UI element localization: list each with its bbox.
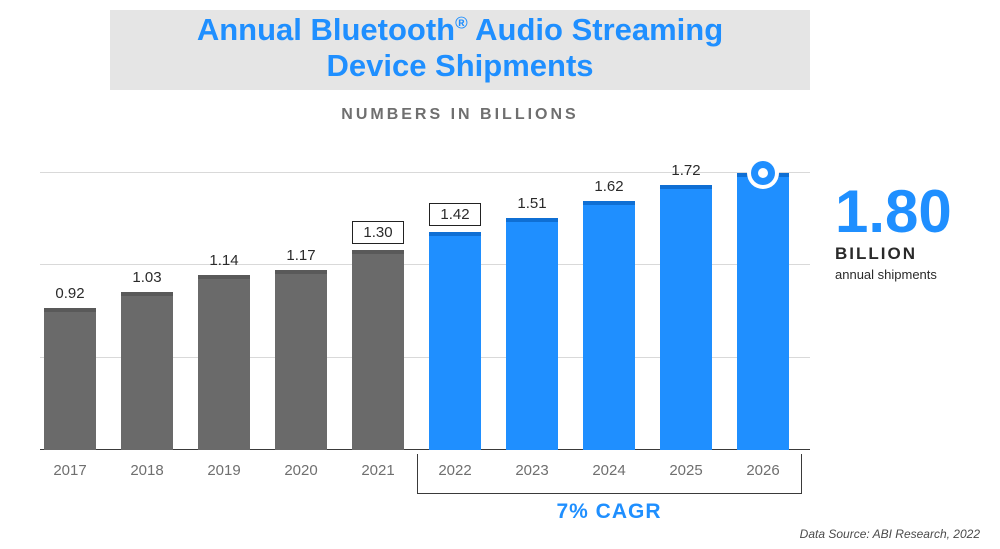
cagr-bracket <box>417 454 802 494</box>
value-label-2021: 1.30 <box>352 221 404 244</box>
title-line1a: Annual Bluetooth <box>197 12 455 47</box>
data-source: Data Source: ABI Research, 2022 <box>800 527 980 541</box>
bar-2019 <box>198 275 250 450</box>
bar-cap <box>352 250 404 254</box>
bar-2025 <box>660 185 712 450</box>
year-label-2020: 2020 <box>275 462 327 479</box>
bar-2024 <box>583 201 635 450</box>
bar-2022 <box>429 232 481 450</box>
callout-number: 1.80 <box>835 182 952 242</box>
value-label-2023: 1.51 <box>506 195 558 212</box>
callout-unit: BILLION <box>835 244 917 264</box>
bar-cap <box>429 232 481 236</box>
bar-cap <box>506 218 558 222</box>
title-line2: Device Shipments <box>326 48 593 83</box>
year-label-2018: 2018 <box>121 462 173 479</box>
bar-2021 <box>352 250 404 450</box>
value-label-2022: 1.42 <box>429 203 481 226</box>
bar-cap <box>583 201 635 205</box>
year-label-2017: 2017 <box>44 462 96 479</box>
title-line1b: Audio Streaming <box>468 12 723 47</box>
cagr-label: 7% CAGR <box>417 500 802 524</box>
bar-2020 <box>275 270 327 450</box>
plot-area: 0.92 1.03 1.14 1.17 1.30 1.42 1.51 1.62 1.72 <box>40 150 810 450</box>
value-label-2025: 1.72 <box>660 162 712 179</box>
chart-subtitle: NUMBERS IN BILLIONS <box>110 106 810 124</box>
marker-center <box>758 168 768 178</box>
bar-cap <box>660 185 712 189</box>
value-label-2024: 1.62 <box>583 178 635 195</box>
bar-cap <box>275 270 327 274</box>
value-label-2019: 1.14 <box>198 252 250 269</box>
value-label-2020: 1.17 <box>275 247 327 264</box>
chart-root: Annual Bluetooth® Audio Streaming Device… <box>0 0 1000 549</box>
callout-sub: annual shipments <box>835 267 937 282</box>
year-label-2019: 2019 <box>198 462 250 479</box>
bar-2023 <box>506 218 558 450</box>
value-label-2018: 1.03 <box>121 269 173 286</box>
bar-cap <box>198 275 250 279</box>
bar-2026 <box>737 173 789 450</box>
bar-cap <box>121 292 173 296</box>
registered-mark: ® <box>455 14 468 33</box>
value-label-2017: 0.92 <box>44 285 96 302</box>
year-label-2021: 2021 <box>352 462 404 479</box>
bar-2018 <box>121 292 173 450</box>
chart-title: Annual Bluetooth® Audio Streaming Device… <box>110 12 810 83</box>
bar-cap <box>44 308 96 312</box>
bar-2017 <box>44 308 96 450</box>
